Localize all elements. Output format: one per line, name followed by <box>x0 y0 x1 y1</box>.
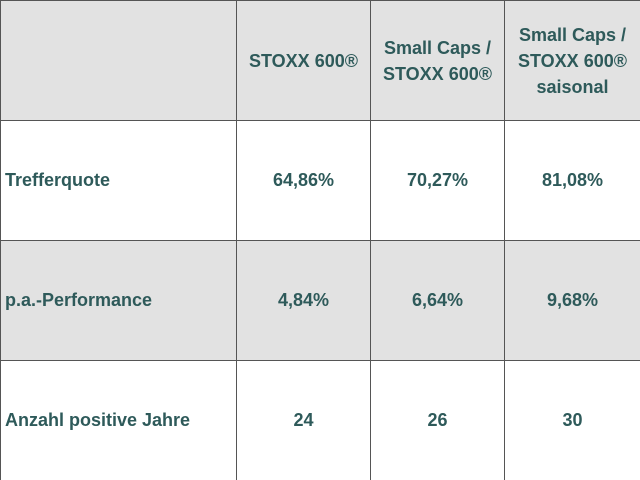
value-cell: 81,08% <box>504 120 640 241</box>
header-row: STOXX 600® Small Caps / STOXX 600® Small… <box>0 0 640 121</box>
value-cell: 64,86% <box>236 120 371 241</box>
row-label: p.a.-Performance <box>0 240 237 361</box>
value-cell: 70,27% <box>370 120 505 241</box>
header-cell: STOXX 600® <box>236 0 371 121</box>
data-row: Anzahl positive Jahre 24 26 30 <box>0 360 640 480</box>
value-cell: 6,64% <box>370 240 505 361</box>
value-cell: 9,68% <box>504 240 640 361</box>
value-cell: 24 <box>236 360 371 480</box>
row-label: Trefferquote <box>0 120 237 241</box>
corner-cell <box>0 0 237 121</box>
value-cell: 4,84% <box>236 240 371 361</box>
row-label: Anzahl positive Jahre <box>0 360 237 480</box>
header-cell: Small Caps / STOXX 600® saisonal <box>504 0 640 121</box>
value-cell: 30 <box>504 360 640 480</box>
header-cell: Small Caps / STOXX 600® <box>370 0 505 121</box>
value-cell: 26 <box>370 360 505 480</box>
data-row: p.a.-Performance 4,84% 6,64% 9,68% <box>0 240 640 361</box>
data-row: Trefferquote 64,86% 70,27% 81,08% <box>0 120 640 241</box>
